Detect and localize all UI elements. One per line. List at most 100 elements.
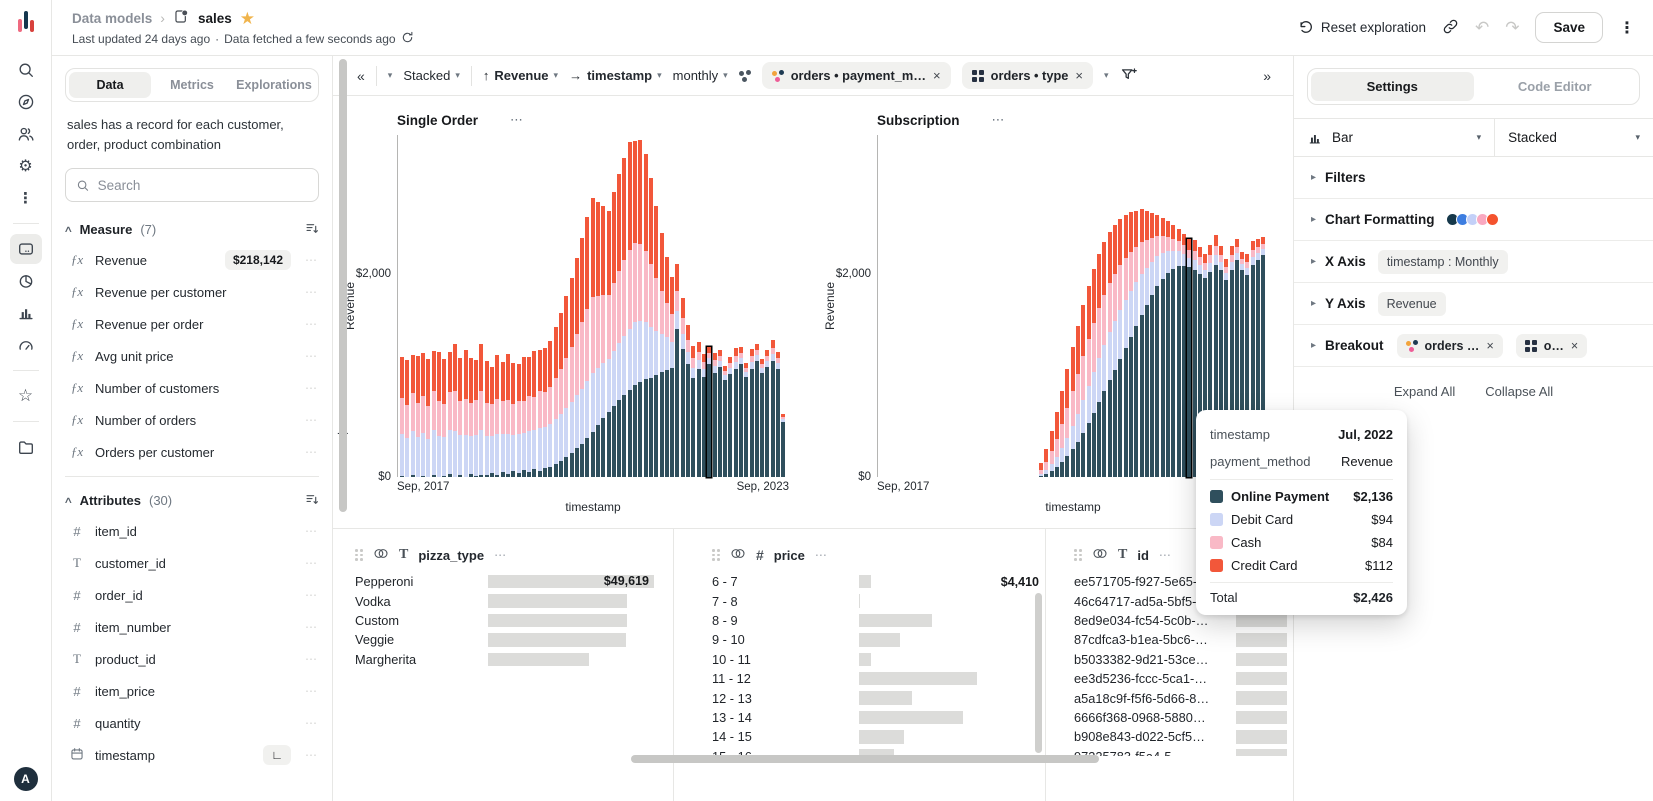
chart-bar[interactable] xyxy=(400,357,404,477)
avatar[interactable]: A xyxy=(13,767,38,791)
chart-bar[interactable] xyxy=(1240,252,1245,477)
item-menu-icon[interactable]: ⋯ xyxy=(305,652,317,666)
summary-row[interactable]: 8ed9e034-fc54-5c0b-… xyxy=(1046,611,1293,630)
attribute-item[interactable]: # item_price ⋯ xyxy=(65,675,319,707)
summary-row[interactable]: 6 - 7 $4,410 xyxy=(674,572,1045,591)
item-menu-icon[interactable]: ⋯ xyxy=(305,524,317,538)
search-input[interactable] xyxy=(97,177,308,193)
chart-bar[interactable] xyxy=(558,313,563,477)
chart-bar[interactable] xyxy=(776,352,781,477)
summary-row[interactable]: 13 - 14 xyxy=(674,708,1045,727)
chart-bar[interactable] xyxy=(760,359,765,477)
chart-bar[interactable] xyxy=(1203,254,1208,477)
chart-bar[interactable] xyxy=(617,174,622,477)
chart-bar[interactable] xyxy=(521,357,526,477)
chart-bar[interactable] xyxy=(474,360,479,477)
measure-section-header[interactable]: ∧ Measure (7) xyxy=(63,214,319,244)
chart-bar[interactable] xyxy=(701,354,706,477)
measure-item[interactable]: ƒx Number of orders ⋯ xyxy=(65,404,319,436)
chart-formatting-section[interactable]: ▸ Chart Formatting xyxy=(1294,199,1653,241)
copy-link-icon[interactable] xyxy=(1442,18,1459,38)
chart-bar[interactable] xyxy=(686,325,691,477)
item-menu-icon[interactable]: ⋯ xyxy=(305,381,317,395)
chart-bar[interactable] xyxy=(1054,412,1059,477)
measure-item[interactable]: ƒx Avg unit price ⋯ xyxy=(65,340,319,372)
chart-bar[interactable] xyxy=(723,366,728,477)
chart-bar[interactable] xyxy=(564,296,569,477)
bar-chart-icon[interactable] xyxy=(10,298,42,328)
chart-bar[interactable] xyxy=(468,358,473,477)
attribute-item[interactable]: # item_id ⋯ xyxy=(65,515,319,547)
measure-item[interactable]: ƒx Orders per customer ⋯ xyxy=(65,436,319,468)
chart-bar[interactable] xyxy=(744,363,749,477)
chart-bar[interactable] xyxy=(1245,254,1250,477)
remove-breakout-icon[interactable]: × xyxy=(1075,68,1083,83)
chart-bar[interactable] xyxy=(648,178,653,477)
drag-handle-icon[interactable] xyxy=(1074,549,1082,561)
measure-item[interactable]: ƒx Number of customers ⋯ xyxy=(65,372,319,404)
chart-bar[interactable] xyxy=(585,217,590,477)
drag-handle-icon[interactable] xyxy=(712,549,720,561)
chart-bar[interactable] xyxy=(654,206,659,477)
item-menu-icon[interactable]: ⋯ xyxy=(305,253,317,267)
chart-bar[interactable] xyxy=(1113,225,1118,477)
chart-bar[interactable] xyxy=(670,277,675,477)
chart-bar[interactable] xyxy=(569,278,574,477)
summary-row[interactable]: 11 - 12 xyxy=(674,669,1045,688)
chart-bar[interactable] xyxy=(712,353,717,477)
chart-bar[interactable] xyxy=(733,348,738,477)
search-field[interactable] xyxy=(65,168,319,202)
breakout-pill-type[interactable]: orders • type × xyxy=(961,62,1093,89)
gear-icon[interactable]: ⚙ xyxy=(18,158,33,175)
sort-icon[interactable] xyxy=(305,221,319,238)
chart-bar[interactable] xyxy=(1224,259,1229,477)
chart-bar[interactable] xyxy=(622,158,627,477)
header-kebab-icon[interactable]: ⋮ xyxy=(1619,19,1635,37)
chart-bar[interactable] xyxy=(463,350,468,477)
breakout-section[interactable]: ▸ Breakout orders … × o… × xyxy=(1294,325,1653,367)
gauge-icon[interactable] xyxy=(10,330,42,360)
expand-all-link[interactable]: Expand All xyxy=(1393,384,1456,399)
chart-bar[interactable] xyxy=(643,154,648,477)
chart-bar[interactable] xyxy=(580,238,585,477)
chart-bar[interactable] xyxy=(633,141,638,477)
item-menu-icon[interactable]: ⋯ xyxy=(305,716,317,730)
horizontal-scrollbar[interactable] xyxy=(631,755,1099,763)
chart-bar[interactable] xyxy=(680,298,685,477)
item-menu-icon[interactable]: ⋯ xyxy=(305,445,317,459)
column-menu-icon[interactable]: ⋯ xyxy=(494,548,507,562)
chart-bar[interactable] xyxy=(1102,242,1107,477)
attribute-item[interactable]: # order_id ⋯ xyxy=(65,579,319,611)
chart-bar[interactable] xyxy=(1150,213,1155,477)
summary-row[interactable]: Margherita xyxy=(333,650,673,669)
chart-bar[interactable] xyxy=(500,362,505,477)
attributes-section-header[interactable]: ∧ Attributes (30) xyxy=(63,485,319,515)
collapse-panel-icon[interactable]: « xyxy=(357,67,365,84)
chart-bar[interactable] xyxy=(484,361,489,477)
breadcrumb-data-models[interactable]: Data models xyxy=(72,10,153,26)
chart-bar[interactable] xyxy=(1070,347,1075,477)
chart-bar[interactable] xyxy=(437,352,442,477)
summary-row[interactable]: 6666f368-0968-5880… xyxy=(1046,708,1293,727)
chart-bar[interactable] xyxy=(516,364,521,477)
summary-row[interactable]: a5a18c9f-f5f6-5d66-8… xyxy=(1046,688,1293,707)
item-menu-icon[interactable]: ⋯ xyxy=(305,748,317,762)
save-button[interactable]: Save xyxy=(1535,12,1603,43)
chart-bar[interactable] xyxy=(1256,239,1261,477)
stack-mode-select[interactable]: Stacked ▾ xyxy=(1508,130,1640,145)
breakout-pill-type[interactable]: o… × xyxy=(1515,333,1588,358)
sort-icon[interactable] xyxy=(305,492,319,509)
item-menu-icon[interactable]: ⋯ xyxy=(305,620,317,634)
column-menu-icon[interactable]: ⋯ xyxy=(814,548,827,562)
chart-bar[interactable] xyxy=(553,327,558,477)
chart-bar[interactable] xyxy=(1261,237,1266,477)
y-field-dropdown[interactable]: ↑ Revenue ▾ xyxy=(482,68,559,83)
chart-bar[interactable] xyxy=(490,367,495,477)
tab-metrics[interactable]: Metrics xyxy=(170,78,214,92)
filter-add-icon[interactable] xyxy=(1120,66,1137,86)
chart-bar[interactable] xyxy=(1065,369,1070,477)
app-logo[interactable] xyxy=(17,11,34,32)
tab-code-editor[interactable]: Code Editor xyxy=(1517,79,1592,94)
remove-breakout-icon[interactable]: × xyxy=(1486,338,1494,353)
